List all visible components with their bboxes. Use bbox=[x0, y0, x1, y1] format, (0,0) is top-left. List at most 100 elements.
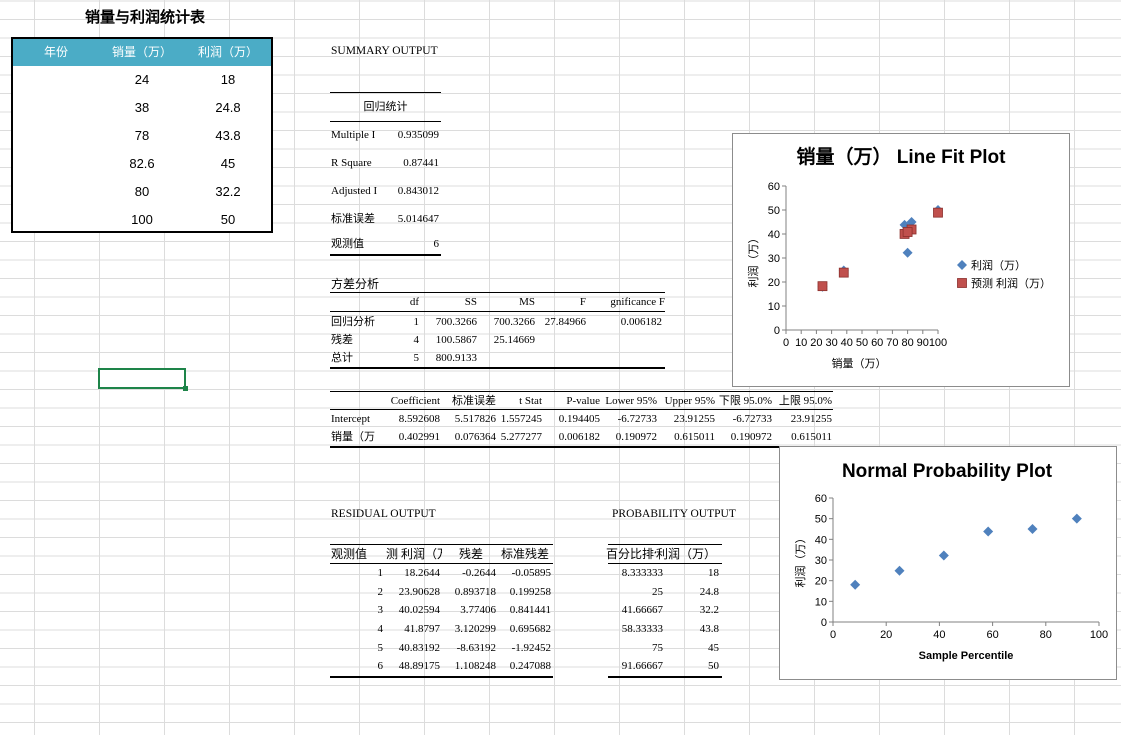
y-tick-label: 30 bbox=[815, 555, 827, 567]
x-tick-label: 40 bbox=[841, 337, 853, 349]
cell-profit[interactable]: 45 bbox=[220, 156, 236, 171]
residual-header: 残差 bbox=[458, 547, 483, 561]
coef-cell: 0.190972 bbox=[730, 431, 772, 443]
y-tick-label: 20 bbox=[768, 277, 780, 289]
header-year: 年份 bbox=[43, 45, 68, 59]
cell-sales[interactable]: 78 bbox=[134, 128, 150, 143]
anova-header: gnificance F bbox=[610, 296, 665, 308]
residual-cell: 6 bbox=[377, 660, 384, 672]
anova-cell: 5 bbox=[413, 352, 420, 364]
cell-sales[interactable]: 82.6 bbox=[129, 156, 155, 171]
sales-profit-table-header: 年份 销量（万） 利润（万） bbox=[13, 39, 271, 66]
legend-label: 预测 利润（万） bbox=[971, 276, 1051, 290]
coef-cell: -6.72733 bbox=[732, 413, 772, 425]
x-tick-label: 80 bbox=[1040, 629, 1052, 641]
data-point bbox=[894, 565, 905, 576]
cell-sales[interactable]: 24 bbox=[134, 72, 150, 87]
table-row[interactable]: 82.6 45 bbox=[13, 150, 271, 178]
table-row[interactable]: 78 43.8 bbox=[13, 122, 271, 150]
anova-row-label: 总计 bbox=[331, 352, 353, 364]
line-fit-plot-chart[interactable]: 销量（万） Line Fit Plot 0 10 20 30 40 50 60 0 10 20 30 4… bbox=[732, 133, 1070, 387]
probability-cell: 41.66667 bbox=[621, 604, 663, 616]
reg-stat-value: 6 bbox=[433, 238, 440, 250]
residual-cell: -8.63192 bbox=[456, 642, 496, 654]
residual-cell: 3.77406 bbox=[460, 604, 496, 616]
normal-probability-plot-chart[interactable]: Normal Probability Plot 0 10 20 30 40 50 60 0 20 4… bbox=[779, 446, 1117, 680]
coef-header: P-value bbox=[566, 395, 600, 407]
coef-cell: 5.517826 bbox=[454, 413, 496, 425]
residual-cell: 0.841441 bbox=[509, 604, 551, 616]
y-tick-label: 60 bbox=[768, 181, 780, 193]
table-row[interactable]: 24 18 bbox=[13, 66, 271, 94]
coef-row-label: 销量（万 bbox=[331, 431, 375, 443]
data-point bbox=[902, 227, 913, 237]
x-tick-label: 0 bbox=[830, 629, 836, 641]
x-tick-label: 10 bbox=[795, 337, 807, 349]
cell-profit[interactable]: 24.8 bbox=[215, 100, 241, 115]
anova-header: F bbox=[579, 296, 586, 308]
reg-stat-value: 5.014647 bbox=[397, 213, 439, 225]
probability-output-title: PROBABILITY OUTPUT bbox=[612, 508, 736, 520]
data-point bbox=[817, 281, 828, 292]
reg-stat-label: Multiple I bbox=[331, 129, 376, 141]
cell-sales[interactable]: 100 bbox=[131, 212, 153, 227]
normal-probability-plot-svg: Normal Probability Plot 0 10 20 30 40 50 60 0 20 4… bbox=[793, 461, 1108, 662]
table-row[interactable]: 80 32.2 bbox=[13, 178, 271, 206]
fill-handle[interactable] bbox=[183, 386, 188, 391]
data-point bbox=[983, 526, 994, 537]
data-point bbox=[1027, 524, 1038, 534]
coef-header: Upper 95% bbox=[664, 395, 715, 407]
probability-cell: 50 bbox=[708, 660, 719, 672]
x-tick-label: 80 bbox=[901, 337, 913, 349]
coef-cell: 1.557245 bbox=[500, 413, 542, 425]
legend-marker bbox=[957, 260, 967, 270]
anova-header: df bbox=[409, 296, 419, 308]
probability-cell: 8.333333 bbox=[621, 567, 663, 579]
anova-cell: 25.14669 bbox=[493, 334, 535, 346]
y-tick-label: 0 bbox=[821, 617, 827, 629]
data-point bbox=[938, 550, 949, 561]
residual-cell: 0.247088 bbox=[509, 660, 551, 672]
header-sales: 销量（万） bbox=[111, 45, 172, 59]
coef-header: Coefficient bbox=[390, 395, 440, 407]
table-row[interactable]: 38 24.8 bbox=[13, 94, 271, 122]
legend-label: 利润（万） bbox=[971, 258, 1026, 272]
x-tick-label: 40 bbox=[933, 629, 945, 641]
coef-header: 下限 95.0% bbox=[718, 395, 772, 407]
coef-cell: 5.277277 bbox=[500, 431, 542, 443]
y-tick-label: 50 bbox=[815, 514, 827, 526]
residual-cell: 48.89175 bbox=[398, 660, 440, 672]
anova-cell: 100.5867 bbox=[435, 334, 477, 346]
reg-stat-label: Adjusted I bbox=[331, 185, 378, 197]
selected-cell[interactable] bbox=[98, 368, 186, 389]
cell-profit[interactable]: 43.8 bbox=[215, 128, 241, 143]
anova-cell: 1 bbox=[413, 316, 420, 328]
residual-cell: 0.695682 bbox=[509, 623, 551, 635]
y-tick-label: 20 bbox=[815, 576, 827, 588]
x-tick-label: 100 bbox=[929, 337, 947, 349]
residual-cell: 0.893718 bbox=[454, 586, 496, 598]
residual-cell: 41.8797 bbox=[404, 623, 440, 635]
cell-sales[interactable]: 80 bbox=[134, 184, 150, 199]
table-row[interactable]: 100 50 bbox=[13, 206, 271, 234]
coef-cell: -6.72733 bbox=[617, 413, 657, 425]
x-tick-label: 20 bbox=[880, 629, 892, 641]
residual-cell: -0.05895 bbox=[511, 567, 551, 579]
residual-cell: 4 bbox=[377, 623, 384, 635]
reg-stat-label: 标准误差 bbox=[331, 213, 375, 225]
summary-output-title: SUMMARY OUTPUT bbox=[331, 45, 438, 57]
x-tick-label: 30 bbox=[825, 337, 837, 349]
anova-row-label: 回归分析 bbox=[331, 316, 375, 328]
residual-cell: 40.02594 bbox=[398, 604, 440, 616]
cell-profit[interactable]: 50 bbox=[220, 212, 236, 227]
header-profit: 利润（万） bbox=[197, 45, 258, 59]
y-tick-label: 10 bbox=[768, 301, 780, 313]
cell-profit[interactable]: 32.2 bbox=[215, 184, 241, 199]
residual-cell: -1.92452 bbox=[511, 642, 551, 654]
cell-sales[interactable]: 38 bbox=[134, 100, 150, 115]
anova-title: 方差分析 bbox=[331, 277, 380, 291]
reg-stat-label: 观测值 bbox=[331, 238, 364, 250]
y-axis-label: 利润（万） bbox=[746, 233, 760, 288]
cell-profit[interactable]: 18 bbox=[220, 72, 236, 87]
y-axis-label: 利润（万） bbox=[793, 533, 807, 588]
